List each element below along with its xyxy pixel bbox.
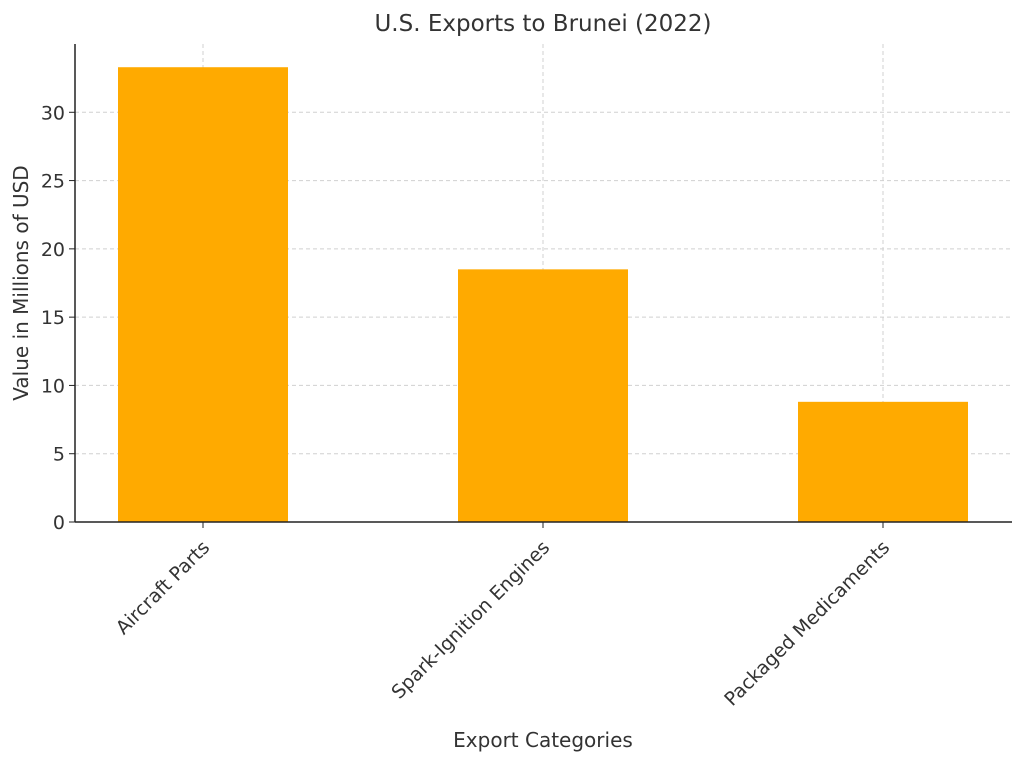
x-axis-title: Export Categories [453, 728, 633, 752]
y-tick-label: 10 [41, 375, 65, 397]
x-tick-label: Aircraft Parts [112, 537, 214, 639]
y-tick-label: 5 [53, 444, 65, 466]
chart-title: U.S. Exports to Brunei (2022) [374, 11, 711, 37]
y-tick-label: 25 [41, 171, 65, 193]
bar [118, 67, 288, 523]
bar [458, 269, 628, 522]
y-tick-label: 20 [41, 239, 65, 261]
bars [118, 67, 968, 523]
bar [798, 401, 968, 522]
x-axis-ticks: Aircraft Parts Spark-Ignition Engines Pack… [112, 522, 894, 711]
y-axis-ticks: 0 5 10 15 20 25 30 [41, 102, 75, 534]
y-tick-label: 15 [41, 307, 65, 329]
y-tick-label: 0 [53, 512, 65, 534]
y-tick-label: 30 [41, 102, 65, 124]
x-tick-label: Packaged Medicaments [720, 537, 894, 711]
x-tick-label: Spark-Ignition Engines [387, 537, 554, 704]
y-axis-title: Value in Millions of USD [9, 165, 33, 400]
